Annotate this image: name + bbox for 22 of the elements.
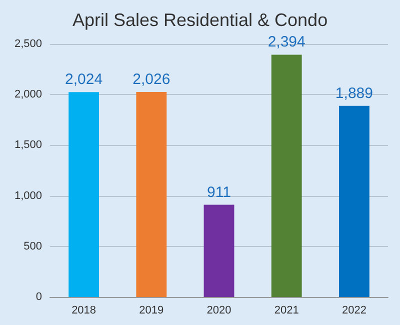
chart-title: April Sales Residential & Condo	[72, 10, 328, 30]
x-tick-label: 2021	[274, 304, 299, 316]
data-label: 2,026	[132, 70, 170, 88]
bar	[338, 106, 370, 297]
bar	[68, 92, 100, 297]
y-tick-label: 2,000	[14, 88, 42, 101]
x-tick-label: 2019	[139, 304, 164, 316]
bar	[271, 54, 302, 297]
y-tick-label: 1,500	[14, 139, 42, 152]
data-label: 2,394	[268, 34, 306, 51]
bar	[204, 204, 234, 297]
x-tick-label: 2018	[72, 304, 96, 316]
data-label: 2,024	[65, 71, 103, 88]
data-label: 911	[207, 184, 231, 201]
x-tick-label: 2022	[342, 304, 366, 316]
x-tick-label: 2020	[206, 304, 232, 316]
data-label: 1,889	[335, 84, 373, 102]
y-tick-label: 500	[24, 240, 42, 252]
y-tick-label: 1,000	[14, 190, 42, 202]
y-tick-label: 0	[36, 291, 42, 303]
y-tick-label: 2,500	[14, 38, 42, 50]
bar	[136, 92, 167, 297]
